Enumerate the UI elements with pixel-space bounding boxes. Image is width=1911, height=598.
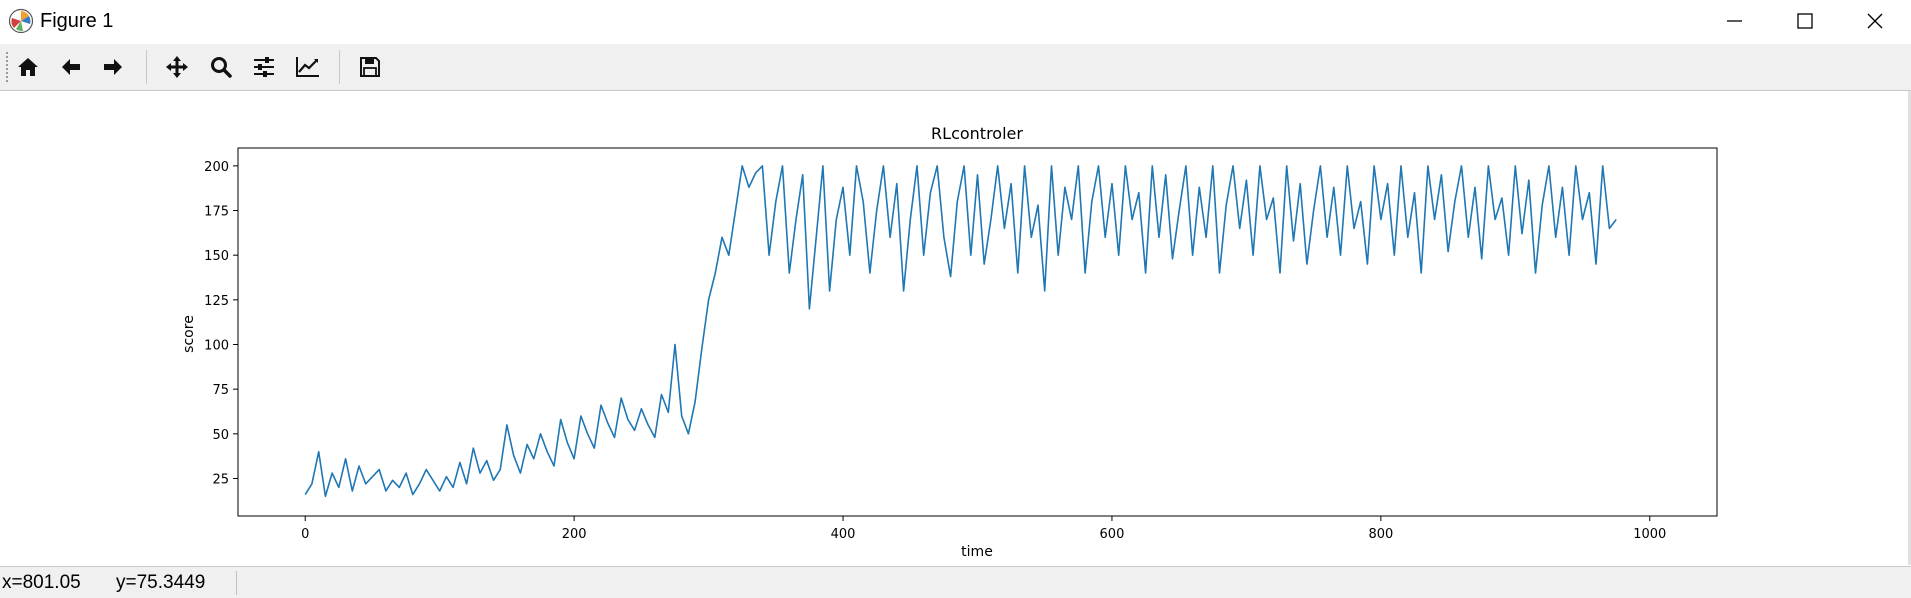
pan-button[interactable]: [161, 52, 193, 82]
y-tick-label: 150: [204, 249, 229, 264]
zoom-button[interactable]: [205, 52, 237, 82]
status-separator: [236, 571, 237, 595]
maximize-icon: [1797, 13, 1813, 29]
forward-button[interactable]: [97, 52, 129, 82]
x-tick-label: 800: [1368, 527, 1393, 542]
toolbar-separator: [146, 50, 147, 84]
x-tick-label: 200: [562, 527, 587, 542]
toolbar-separator: [339, 50, 340, 84]
x-tick-label: 400: [831, 527, 856, 542]
move-arrows-icon: [166, 56, 188, 78]
close-button[interactable]: [1840, 0, 1910, 42]
series-line: [304, 165, 1617, 498]
x-tick-label: 600: [1100, 527, 1125, 542]
y-axis: 25 50 75 100 125 150 175 200: [204, 160, 238, 487]
x-tick-label: 1000: [1633, 527, 1666, 542]
line-chart-icon: [296, 57, 319, 77]
y-tick-label: 200: [204, 160, 229, 175]
minimize-icon: [1727, 20, 1742, 22]
figure-canvas[interactable]: RLcontroler 0 200 400 600 800 1000 25 50 75 100 1…: [0, 91, 1911, 565]
back-button[interactable]: [55, 52, 87, 82]
maximize-button[interactable]: [1770, 0, 1840, 42]
toolbar-grip[interactable]: [6, 52, 8, 82]
arrow-right-icon: [104, 59, 122, 75]
navigation-toolbar: [0, 44, 1911, 91]
axes-frame: [237, 147, 1718, 517]
line-chart[interactable]: RLcontroler 0 200 400 600 800 1000 25 50 75 100 1…: [0, 91, 1905, 565]
arrow-left-icon: [62, 59, 80, 75]
cursor-x-readout: x=801.05: [2, 572, 81, 593]
home-icon: [18, 58, 38, 76]
chart-title: RLcontroler: [931, 124, 1023, 143]
home-button[interactable]: [12, 52, 44, 82]
y-tick-label: 175: [204, 205, 229, 220]
sliders-icon: [254, 57, 274, 77]
magnifier-icon: [211, 57, 232, 78]
x-axis: 0 200 400 600 800 1000: [301, 516, 1666, 542]
window-edge: [1908, 91, 1911, 565]
x-axis-label: time: [961, 544, 993, 560]
y-tick-label: 100: [204, 339, 229, 354]
edit-axes-button[interactable]: [291, 52, 323, 82]
save-button[interactable]: [354, 52, 386, 82]
matplotlib-logo-icon: [8, 8, 34, 34]
close-icon: [1867, 13, 1883, 29]
subplots-button[interactable]: [248, 52, 280, 82]
window-title: Figure 1: [40, 10, 114, 32]
title-bar: Figure 1: [0, 0, 1911, 42]
y-axis-label: score: [181, 315, 197, 353]
y-tick-label: 50: [212, 428, 229, 443]
floppy-disk-icon: [360, 57, 380, 77]
x-tick-label: 0: [301, 527, 309, 542]
status-bar: x=801.05 y=75.3449: [0, 566, 1911, 598]
minimize-button[interactable]: [1700, 0, 1770, 42]
y-tick-label: 25: [212, 472, 229, 487]
y-tick-label: 75: [212, 383, 229, 398]
cursor-y-readout: y=75.3449: [116, 572, 206, 593]
y-tick-label: 125: [204, 294, 229, 309]
